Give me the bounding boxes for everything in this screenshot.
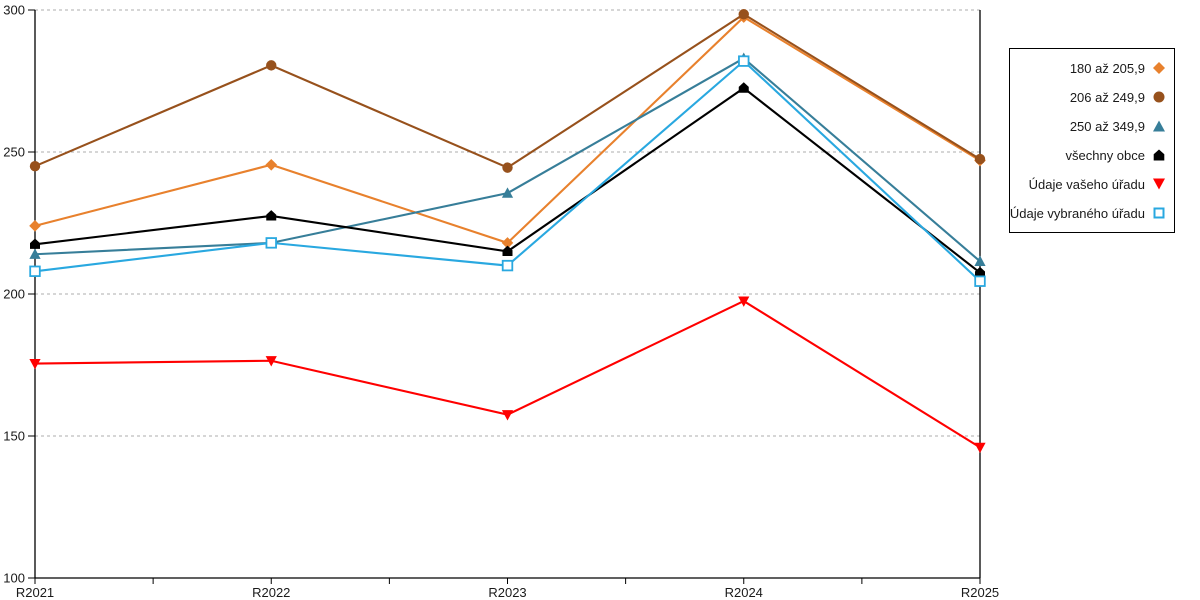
data-point	[975, 266, 985, 278]
y-tick-label: 300	[3, 3, 25, 18]
y-tick-label: 250	[3, 145, 25, 160]
data-point	[974, 275, 986, 287]
series-line-0	[34, 15, 981, 245]
data-point	[502, 162, 513, 173]
data-point	[501, 187, 514, 198]
data-point	[29, 265, 41, 277]
data-point	[501, 410, 514, 421]
x-tick-label: R2025	[961, 585, 999, 600]
circle-icon	[1153, 91, 1165, 103]
data-point	[30, 238, 40, 249]
data-point	[974, 153, 986, 165]
legend-item: 180 až 205,9	[1014, 54, 1166, 83]
legend-label: všechny obce	[1065, 147, 1146, 163]
data-point	[29, 220, 41, 232]
legend: 180 až 205,9 206 až 249,9 250 až 349,9 v…	[1009, 48, 1175, 233]
legend-label: 180 až 205,9	[1069, 60, 1145, 76]
data-point	[266, 60, 277, 71]
data-point	[974, 442, 986, 454]
x-tick-label: R2021	[16, 585, 54, 600]
data-point	[265, 237, 277, 249]
data-point	[738, 9, 749, 20]
x-tick-label: R2024	[725, 585, 763, 600]
data-point	[29, 248, 41, 259]
data-point	[738, 82, 749, 93]
legend-item: Údaje vašeho úřadu	[1014, 170, 1166, 199]
x-tick-label: R2023	[488, 585, 526, 600]
legend-item: 206 až 249,9	[1014, 83, 1166, 112]
series-line-4	[34, 299, 981, 449]
series-line-1	[34, 13, 981, 169]
data-point	[501, 259, 514, 272]
data-point	[502, 245, 513, 256]
data-point	[265, 356, 277, 367]
series-line-2	[34, 57, 981, 263]
y-tick-label: 100	[3, 571, 25, 586]
data-point	[29, 358, 41, 370]
x-tick-label: R2022	[252, 585, 290, 600]
legend-label: Údaje vybraného úřadu	[1009, 205, 1145, 221]
triangle-up-icon	[1153, 120, 1165, 132]
data-point	[738, 55, 750, 67]
triangle-down-icon	[1153, 178, 1165, 190]
legend-item: všechny obce	[1014, 141, 1166, 170]
legend-item: Údaje vybraného úřadu	[1010, 199, 1166, 228]
y-tick-label: 150	[3, 429, 25, 444]
legend-label: 206 až 249,9	[1069, 89, 1145, 105]
square-open-icon	[1153, 207, 1165, 219]
legend-item: 250 až 349,9	[1014, 112, 1166, 141]
legend-label: 250 až 349,9	[1069, 118, 1145, 134]
data-point	[266, 210, 277, 221]
data-point	[738, 296, 750, 307]
data-point	[974, 255, 986, 266]
legend-label: Údaje vašeho úřadu	[1028, 176, 1145, 192]
data-point	[501, 237, 514, 249]
data-point	[265, 158, 278, 171]
diamond-icon	[1153, 62, 1165, 74]
pentagon-up-icon	[1153, 149, 1165, 161]
y-tick-label: 200	[3, 287, 25, 302]
data-point	[29, 161, 41, 172]
